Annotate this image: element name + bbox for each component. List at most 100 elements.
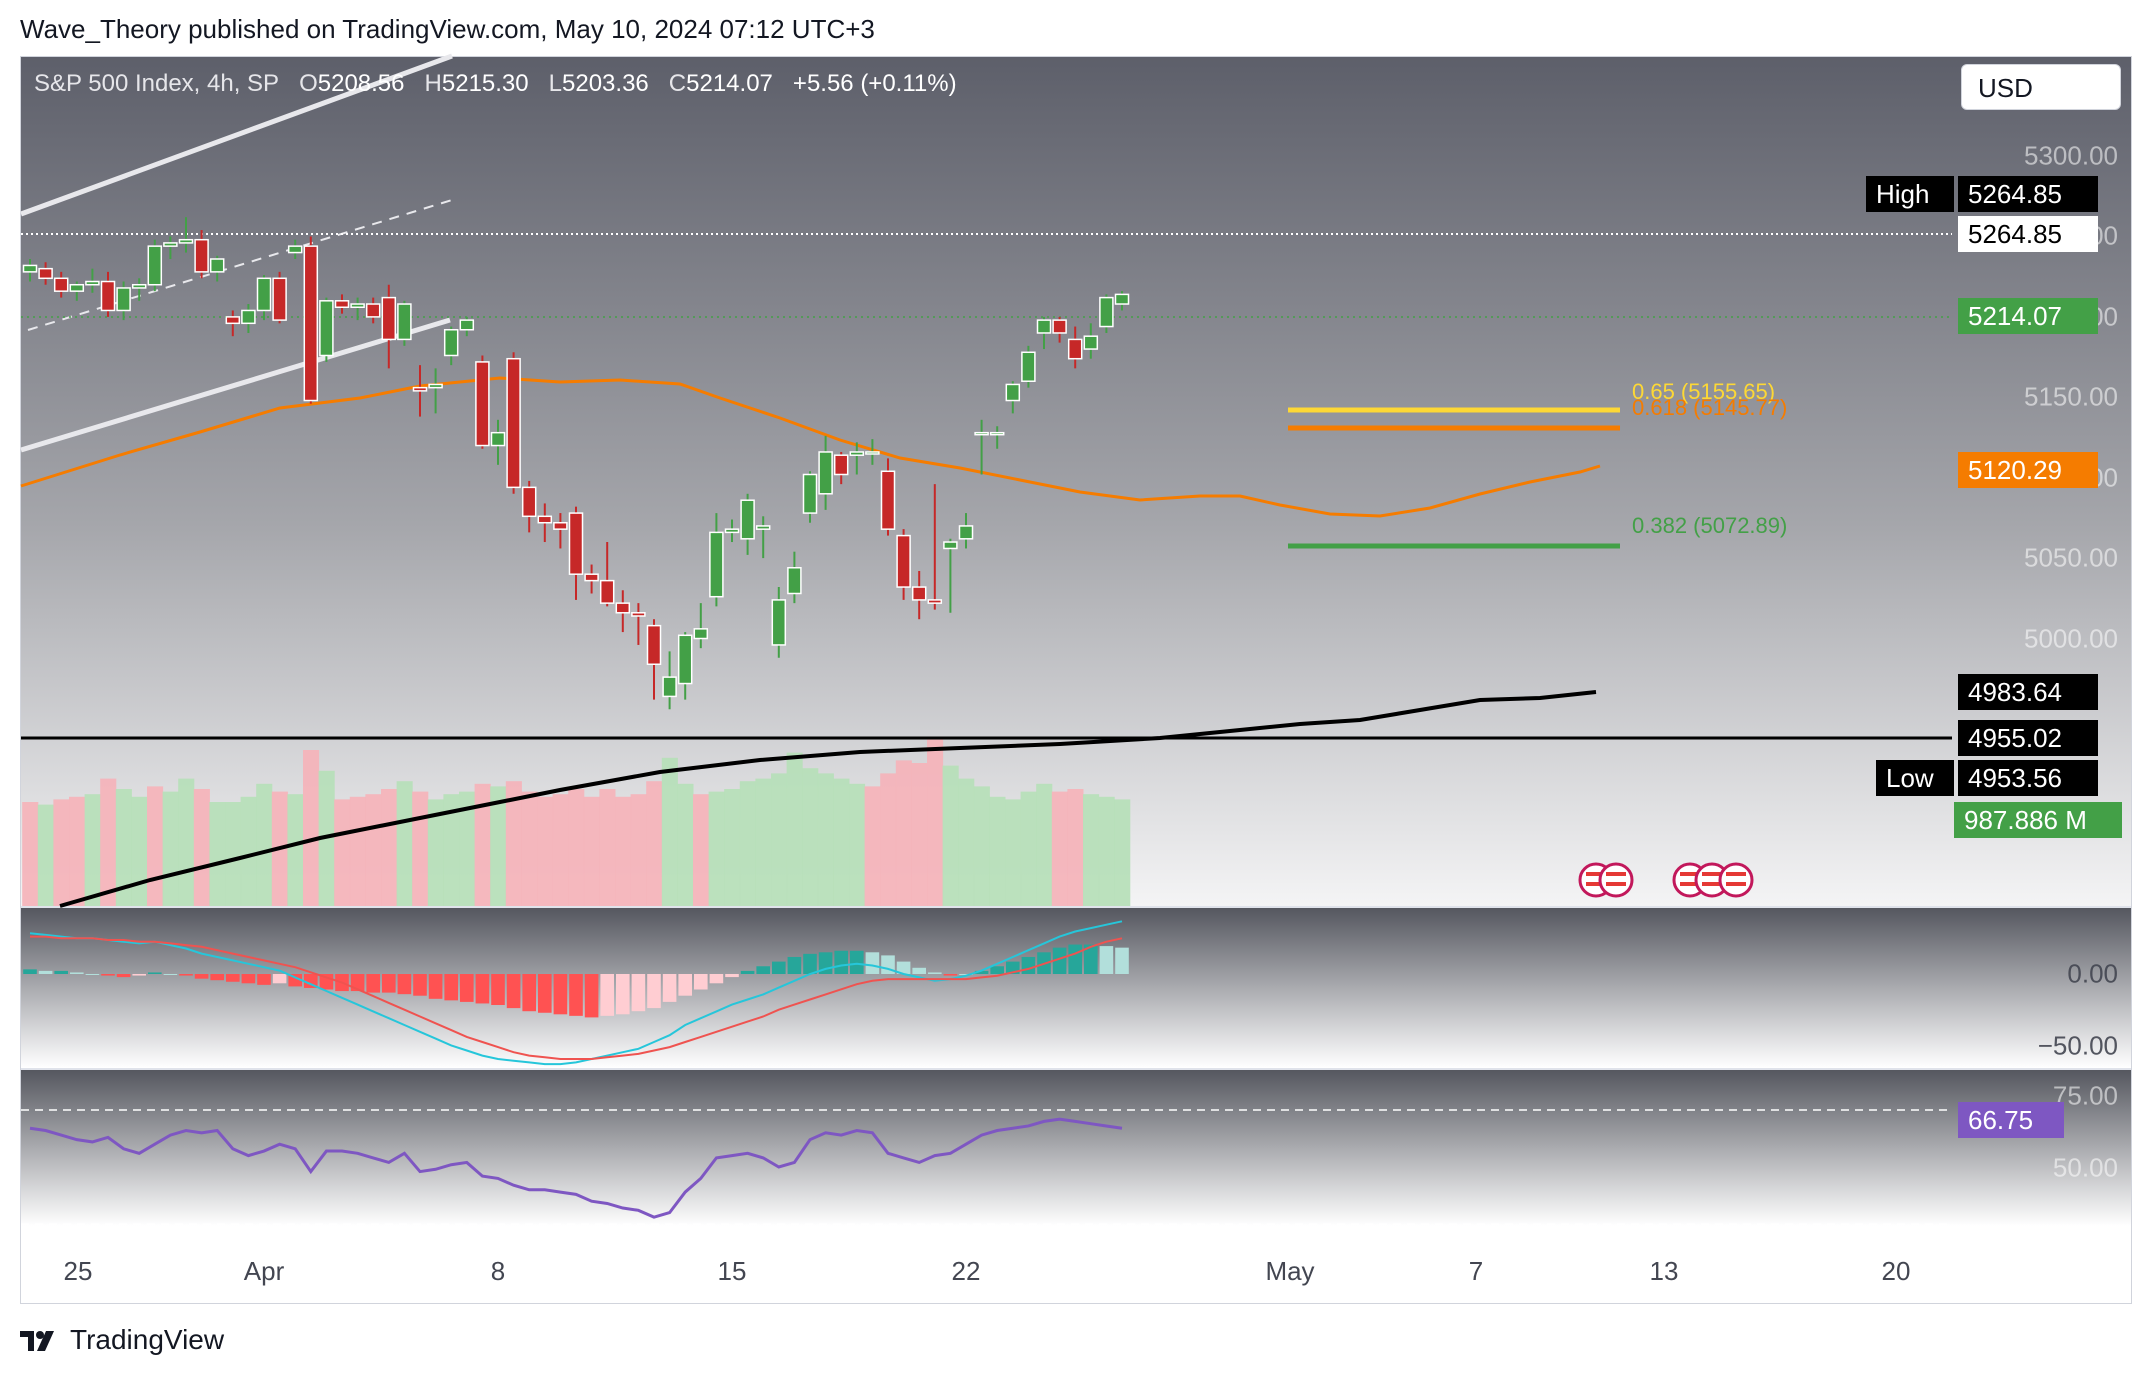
x-tick-label: 7 (1468, 1256, 1484, 1286)
candle-body (974, 431, 989, 436)
macd-hist-bar (54, 970, 68, 974)
macd-hist-bar (850, 950, 864, 974)
macd-hist-bar (382, 974, 396, 993)
macd-hist-bar (116, 974, 131, 978)
volume-bar (490, 786, 507, 906)
candle-body (771, 599, 787, 646)
x-tick-label: Apr (243, 1256, 285, 1286)
macd-hist-bar (241, 974, 256, 984)
candle-body (1052, 319, 1067, 334)
currency-selector[interactable]: USD (1961, 64, 2121, 110)
candle-body (53, 277, 69, 292)
fib-label-065: 0.65 (5155.65) (1632, 379, 1776, 404)
us-flag-event-icon (1702, 872, 1722, 876)
macd-hist-bar (397, 974, 412, 995)
candle-body (1083, 335, 1099, 350)
volume-bar (693, 794, 710, 906)
us-flag-event-icon (1680, 872, 1700, 876)
candle-body (1099, 296, 1114, 328)
last-price-tag: 5214.07 (1958, 298, 2098, 334)
volume-bar (817, 773, 834, 906)
candle-body (241, 309, 256, 325)
macd-hist-bar (1115, 947, 1129, 974)
candle-body (412, 386, 428, 392)
volume-bar (209, 802, 226, 906)
candle-body (350, 303, 365, 308)
candle-body (334, 300, 350, 308)
macd-hist-bar (553, 974, 568, 1015)
us-flag-event-icon (1586, 882, 1606, 886)
candle-body (1114, 293, 1130, 305)
macd-hist-bar (1068, 944, 1082, 974)
legend-symbol: S&P 500 Index, 4h, SP (34, 70, 280, 97)
macd-hist-bar (148, 972, 162, 974)
macd-hist-bar (460, 974, 474, 1002)
volume-bar (474, 783, 491, 906)
y-tick-label: 5050.00 (2024, 542, 2118, 573)
macd-hist-bar (803, 953, 817, 974)
candle-body (631, 612, 646, 617)
candle-body (69, 283, 85, 292)
legend-open: 5208.56 (317, 70, 405, 97)
macd-hist-bar (1052, 947, 1067, 974)
macd-hist-bar (272, 974, 287, 984)
volume-bar (942, 765, 959, 906)
volume-bar (225, 802, 242, 906)
macd-hist-bar (179, 974, 193, 976)
us-flag-event-icon (1606, 882, 1626, 886)
candle-body (1036, 319, 1052, 334)
candle-body (490, 431, 506, 447)
macd-hist-bar (366, 974, 380, 993)
low-value-tag: 4953.56 (1958, 760, 2098, 796)
candle-body (943, 541, 958, 550)
us-flag-event-icon (1606, 872, 1626, 876)
volume-bar (568, 789, 585, 906)
volume-bar (958, 778, 975, 906)
candle-body (178, 238, 194, 244)
candle-body (833, 454, 849, 476)
rsi-pane-bg (21, 1070, 2131, 1226)
macd-hist-bar (194, 974, 209, 979)
candle-body (256, 277, 272, 312)
candle-body (553, 521, 568, 530)
candle-body (709, 531, 724, 598)
candle-body (911, 586, 927, 601)
volume-bar (287, 794, 304, 906)
volume-bar (37, 804, 54, 906)
brand-name: TradingView (70, 1324, 225, 1355)
volume-bar (802, 768, 819, 906)
candle-body (584, 573, 599, 582)
macd-hist-bar (428, 974, 443, 999)
macd-hist-bar (38, 970, 53, 974)
support-tag: 4955.02 (1958, 720, 2098, 756)
macd-hist-bar (506, 974, 521, 1009)
channel-lower-line (20, 317, 451, 453)
macd-hist-bar (694, 974, 708, 990)
candle-body (1067, 338, 1083, 360)
candle-body (287, 245, 303, 254)
sma-line (59, 690, 1597, 908)
volume-bar (1098, 796, 1115, 906)
main-pane-bg (21, 57, 2131, 906)
us-flag-event-icon (1702, 882, 1722, 886)
candle-body (740, 499, 755, 540)
volume-bar (459, 791, 476, 906)
us-flag-event-icon (1680, 882, 1700, 886)
volume-bar (521, 791, 538, 906)
macd-hist-bar (662, 974, 677, 1002)
volume-bar (22, 802, 39, 906)
y-tick-label: 5150.00 (2024, 381, 2118, 412)
macd-hist-bar (725, 974, 739, 978)
volume-bar (927, 739, 944, 906)
ohlc-legend: S&P 500 Index, 4h, SP O5208.56 H5215.30 … (34, 70, 957, 98)
macd-hist-bar (834, 950, 848, 974)
us-flag-event-icon (1726, 872, 1746, 876)
x-tick-label: 25 (63, 1256, 93, 1286)
macd-hist-bar (132, 974, 146, 976)
volume-bar (849, 783, 866, 906)
volume-bar (552, 794, 569, 906)
volume-tag: 987.886 M (1954, 802, 2122, 838)
macd-hist-bar (522, 974, 536, 1012)
publisher-note: Wave_Theory published on TradingView.com… (20, 14, 875, 44)
